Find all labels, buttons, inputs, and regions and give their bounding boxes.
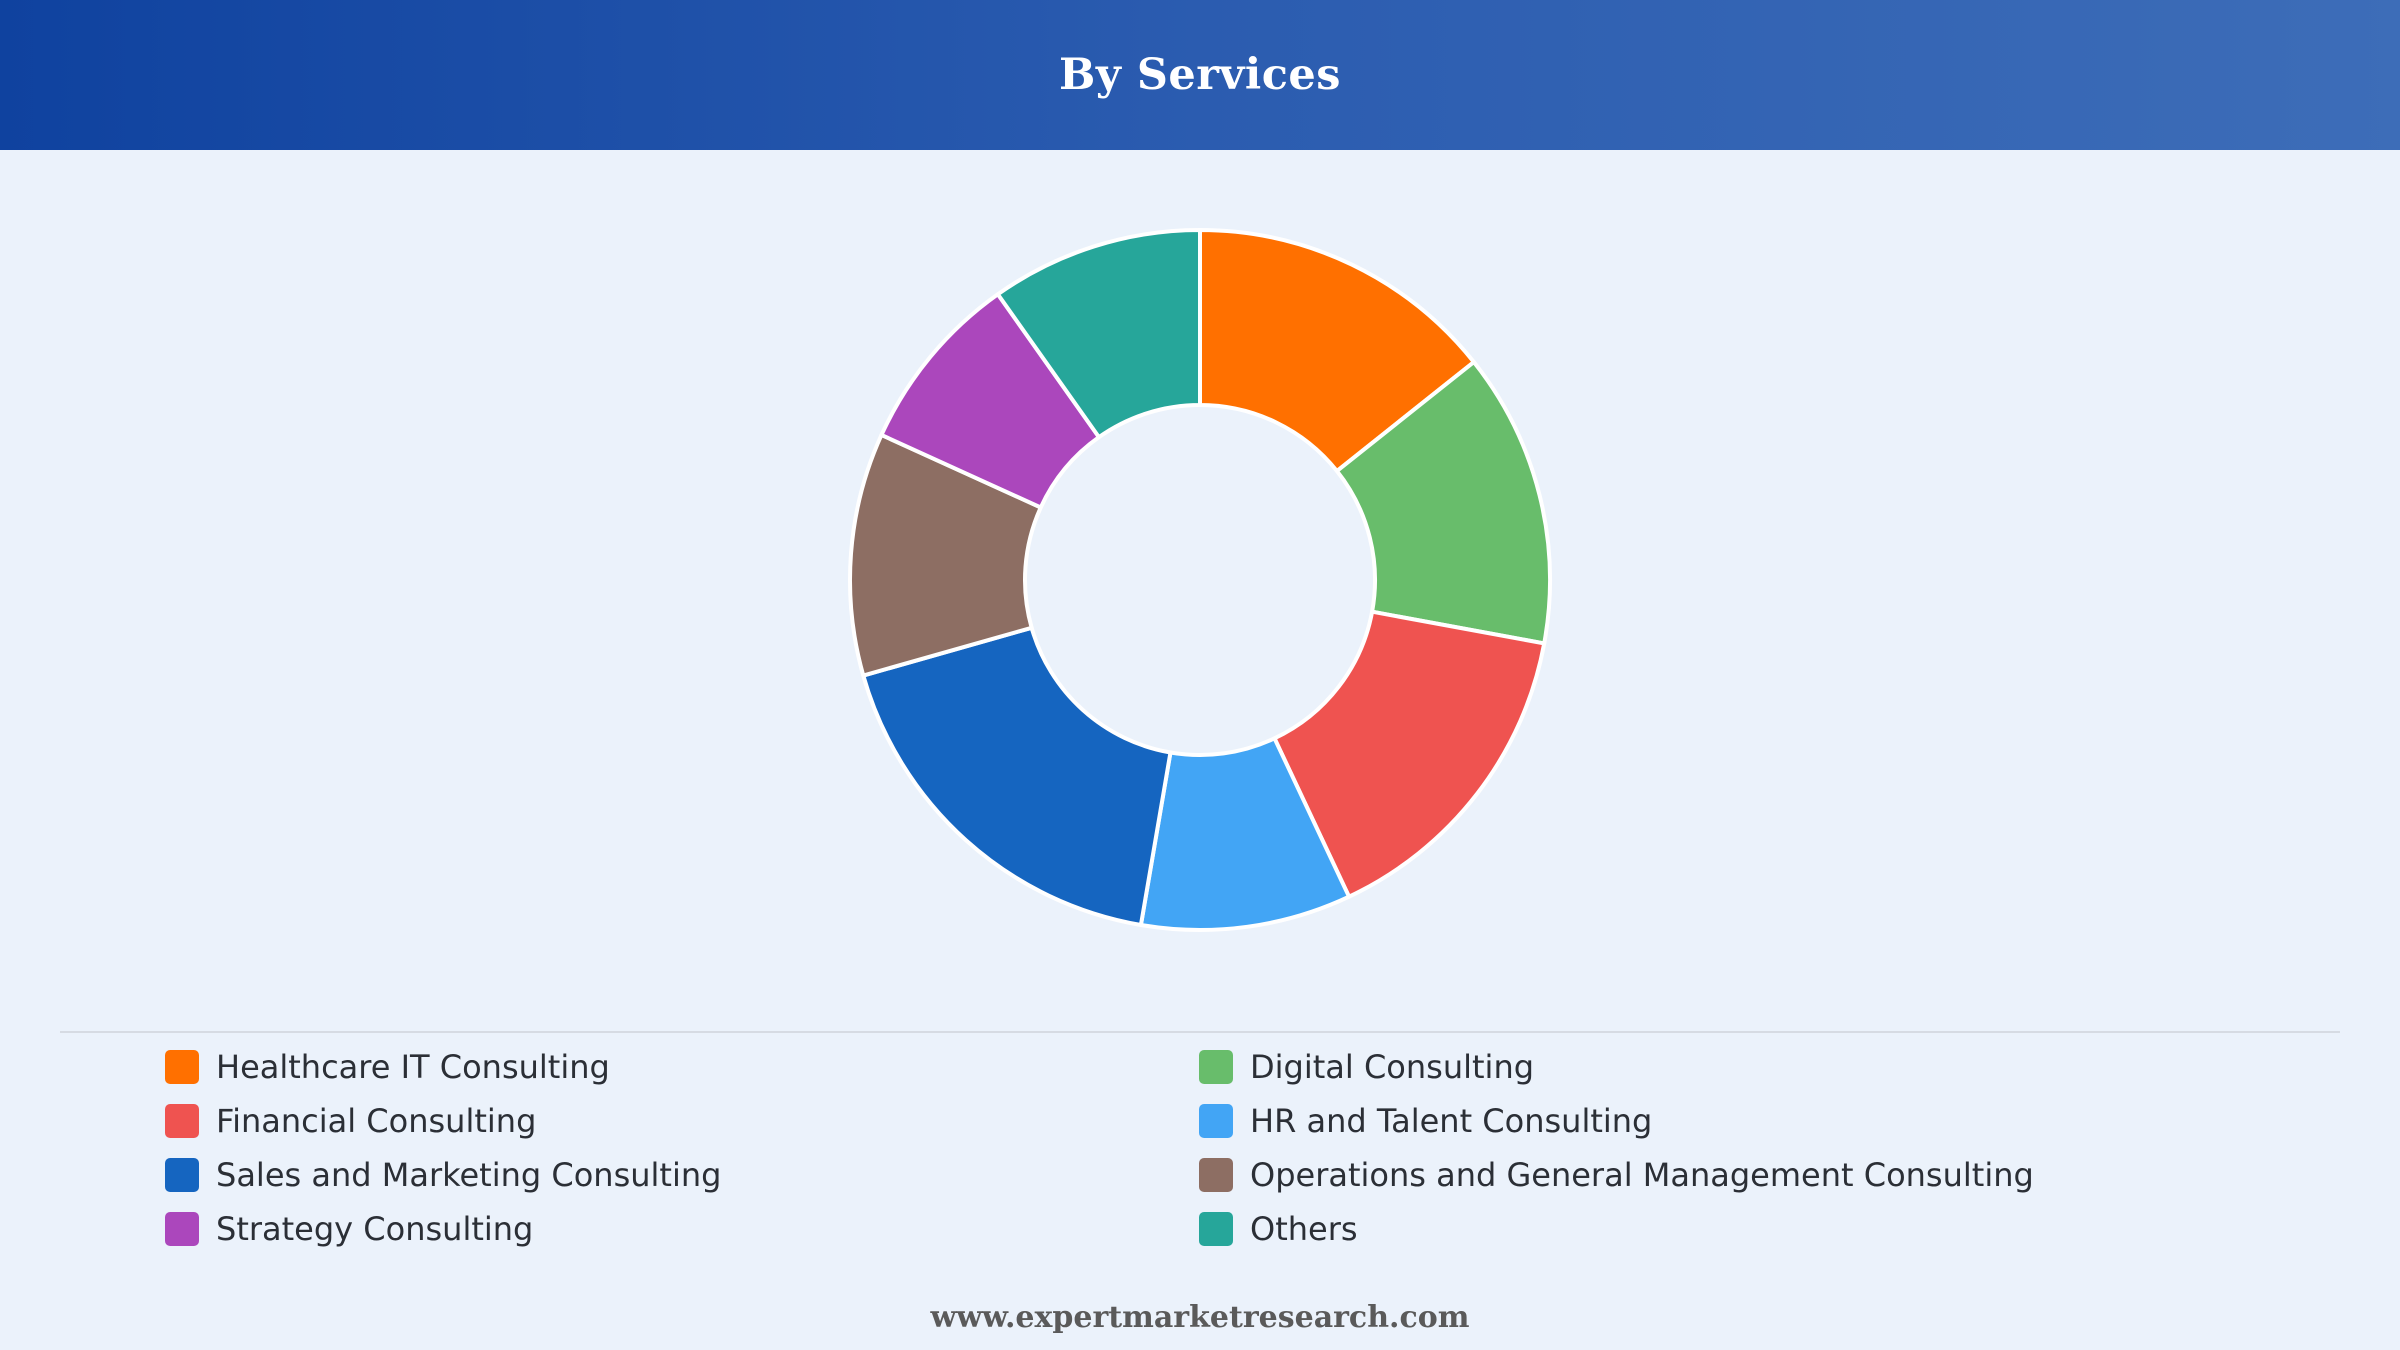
donut-slice-others bbox=[995, 228, 1202, 440]
legend-item: Digital Consulting bbox=[1199, 1047, 1534, 1087]
legend-swatch bbox=[165, 1212, 199, 1246]
legend-swatch bbox=[1199, 1104, 1233, 1138]
legend-item: Sales and Marketing Consulting bbox=[165, 1155, 721, 1195]
divider bbox=[60, 1031, 2340, 1033]
legend-swatch bbox=[1199, 1158, 1233, 1192]
legend-item: Financial Consulting bbox=[165, 1101, 536, 1141]
donut-chart bbox=[848, 228, 1552, 932]
donut-slice-financial-consulting bbox=[1272, 609, 1547, 899]
legend-label: HR and Talent Consulting bbox=[1250, 1102, 1653, 1140]
chart-legend: Healthcare IT Consulting Digital Consult… bbox=[0, 1040, 2400, 1260]
header-banner: By Services bbox=[0, 0, 2400, 150]
page-title: By Services bbox=[1059, 50, 1341, 100]
donut-slice-sales-and-marketing-consulting bbox=[861, 625, 1173, 927]
legend-label: Healthcare IT Consulting bbox=[216, 1048, 610, 1086]
donut-chart-area bbox=[0, 150, 2400, 1030]
legend-label: Digital Consulting bbox=[1250, 1048, 1535, 1086]
donut-slice-digital-consulting bbox=[1334, 360, 1552, 646]
legend-item: HR and Talent Consulting bbox=[1199, 1101, 1652, 1141]
legend-label: Operations and General Management Consul… bbox=[1250, 1156, 2034, 1194]
legend-swatch bbox=[1199, 1050, 1233, 1084]
legend-label: Financial Consulting bbox=[216, 1102, 537, 1140]
legend-item: Healthcare IT Consulting bbox=[165, 1047, 610, 1087]
legend-label: Strategy Consulting bbox=[216, 1210, 534, 1248]
legend-item: Operations and General Management Consul… bbox=[1199, 1155, 2034, 1195]
legend-item: Strategy Consulting bbox=[165, 1209, 533, 1249]
legend-swatch bbox=[165, 1158, 199, 1192]
legend-swatch bbox=[1199, 1212, 1233, 1246]
legend-swatch bbox=[165, 1050, 199, 1084]
footer-url: www.expertmarketresearch.com bbox=[930, 1300, 1470, 1335]
legend-swatch bbox=[165, 1104, 199, 1138]
legend-label: Sales and Marketing Consulting bbox=[216, 1156, 722, 1194]
legend-label: Others bbox=[1250, 1210, 1358, 1248]
donut-slice-healthcare-it-consulting bbox=[1198, 228, 1476, 474]
legend-item: Others bbox=[1199, 1209, 1358, 1249]
